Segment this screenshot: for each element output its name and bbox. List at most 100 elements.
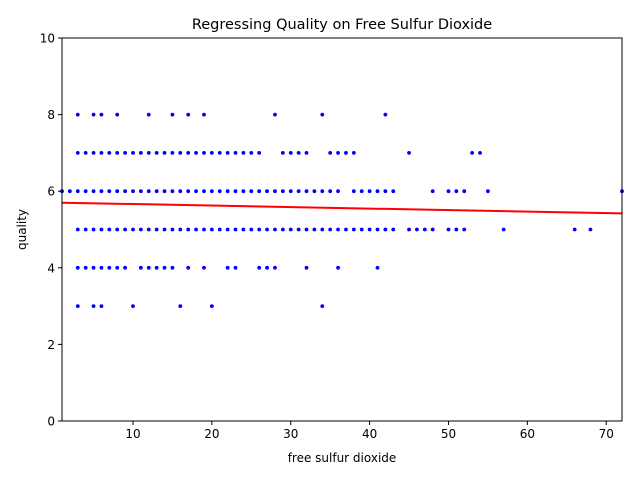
- data-point: [336, 227, 340, 232]
- y-tick-label: 10: [40, 32, 55, 46]
- data-point: [83, 265, 88, 270]
- data-point: [83, 189, 88, 194]
- data-point: [115, 227, 120, 232]
- data-point: [241, 189, 246, 194]
- data-point: [273, 189, 277, 194]
- data-point: [107, 227, 112, 232]
- data-point: [225, 151, 230, 155]
- data-point: [178, 304, 183, 308]
- x-tick-label: 50: [441, 427, 456, 441]
- data-point: [328, 189, 333, 194]
- data-point: [162, 265, 167, 270]
- data-point: [320, 112, 325, 117]
- data-point: [123, 227, 127, 232]
- data-point: [478, 151, 482, 155]
- data-point: [273, 265, 277, 270]
- data-point: [430, 189, 435, 194]
- x-tick-label: 60: [520, 427, 535, 441]
- data-point: [186, 151, 191, 155]
- data-point: [75, 112, 80, 117]
- data-point: [178, 189, 183, 194]
- data-point: [131, 151, 135, 155]
- data-point: [462, 189, 467, 194]
- data-point: [375, 189, 380, 194]
- y-tick-label: 8: [47, 108, 55, 122]
- data-point: [249, 189, 254, 194]
- data-point: [99, 227, 104, 232]
- data-point: [304, 227, 309, 232]
- data-point: [75, 227, 80, 232]
- x-tick-label: 20: [204, 427, 219, 441]
- y-tick-label: 2: [47, 338, 55, 352]
- data-point: [146, 189, 151, 194]
- data-point: [162, 151, 167, 155]
- data-point: [367, 189, 372, 194]
- data-point: [257, 151, 262, 155]
- data-point: [186, 189, 191, 194]
- data-point: [194, 189, 198, 194]
- data-point: [257, 189, 262, 194]
- data-point: [304, 189, 309, 194]
- data-point: [186, 265, 191, 270]
- data-point: [194, 151, 198, 155]
- data-point: [288, 189, 293, 194]
- marks-layer: [60, 112, 624, 308]
- data-point: [383, 227, 388, 232]
- data-point: [336, 189, 340, 194]
- data-point: [75, 189, 80, 194]
- data-point: [288, 151, 293, 155]
- data-point: [138, 189, 143, 194]
- data-point: [572, 227, 577, 232]
- data-point: [312, 227, 317, 232]
- data-point: [344, 151, 348, 155]
- data-point: [470, 151, 475, 155]
- data-point: [209, 227, 214, 232]
- regression-line: [61, 201, 623, 215]
- data-point: [162, 189, 167, 194]
- data-point: [202, 151, 206, 155]
- data-point: [154, 151, 159, 155]
- data-point: [202, 265, 206, 270]
- data-point: [209, 189, 214, 194]
- data-point: [91, 227, 96, 232]
- data-point: [170, 189, 175, 194]
- data-point: [225, 227, 230, 232]
- data-point: [202, 227, 206, 232]
- data-point: [131, 304, 135, 308]
- data-point: [115, 112, 120, 117]
- data-point: [99, 304, 104, 308]
- x-tick-label: 30: [283, 427, 298, 441]
- data-point: [75, 304, 80, 308]
- data-point: [91, 304, 96, 308]
- data-point: [430, 227, 435, 232]
- data-point: [225, 189, 230, 194]
- data-point: [123, 151, 127, 155]
- data-point: [241, 227, 246, 232]
- data-point: [99, 112, 104, 117]
- data-point: [209, 304, 214, 308]
- data-point: [241, 151, 246, 155]
- data-point: [123, 265, 127, 270]
- data-point: [359, 189, 364, 194]
- data-point: [383, 112, 388, 117]
- data-point: [249, 227, 254, 232]
- data-point: [115, 265, 120, 270]
- data-point: [257, 227, 262, 232]
- data-point: [170, 112, 175, 117]
- data-point: [486, 189, 490, 194]
- data-point: [296, 189, 301, 194]
- x-axis-label: free sulfur dioxide: [288, 451, 397, 465]
- data-point: [312, 189, 317, 194]
- data-point: [351, 227, 356, 232]
- data-point: [170, 227, 175, 232]
- data-point: [99, 151, 104, 155]
- data-point: [454, 189, 459, 194]
- data-point: [336, 151, 340, 155]
- data-point: [328, 151, 333, 155]
- data-point: [391, 189, 396, 194]
- data-point: [75, 265, 80, 270]
- data-point: [367, 227, 372, 232]
- data-point: [146, 265, 151, 270]
- data-point: [146, 112, 151, 117]
